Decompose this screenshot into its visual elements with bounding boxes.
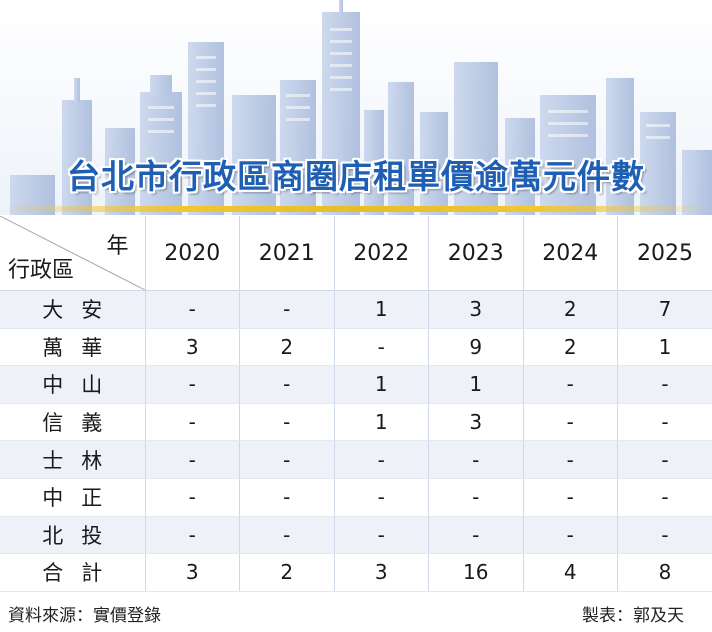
- table-cell: -: [145, 478, 240, 517]
- year-header: 2025: [617, 216, 712, 291]
- column-header-label: 年: [106, 234, 129, 259]
- table-row: 中正 - - - - - -: [0, 478, 712, 517]
- table-cell: 9: [428, 328, 524, 367]
- table-cell: -: [145, 290, 240, 329]
- table-cell: -: [523, 365, 618, 404]
- table-cell: 2: [239, 328, 335, 367]
- table-cell: 16: [428, 553, 524, 592]
- corner-header: 年 行政區: [0, 216, 146, 291]
- district-label: 中山: [0, 365, 146, 404]
- district-label: 合計: [0, 553, 146, 592]
- table-row: 萬華 3 2-9 2 1: [0, 328, 712, 367]
- header-row: 年 行政區 2020 2021 2022 2023 2024 2025: [0, 216, 712, 291]
- table-cell: 3: [428, 403, 524, 442]
- district-label: 信義: [0, 403, 146, 442]
- table-cell: -: [239, 440, 335, 479]
- table-cell: -: [145, 440, 240, 479]
- table-cell: -: [617, 365, 712, 404]
- chart-title: 台北市行政區商圈店租單價逾萬元件數: [67, 157, 645, 196]
- district-label: 中正: [0, 478, 146, 517]
- table-cell: 1: [334, 403, 429, 442]
- table-cell: 1: [334, 290, 429, 329]
- year-header: 2024: [523, 216, 618, 291]
- table-row: 合計 3 2 3 16 4 8: [0, 553, 712, 592]
- table-cell: -: [523, 440, 618, 479]
- year-header: 2022: [334, 216, 429, 291]
- table-cell: -: [239, 365, 335, 404]
- credit-note: 製表：郭及天: [582, 606, 684, 626]
- table-cell: -: [523, 516, 618, 555]
- table-cell: -: [239, 403, 335, 442]
- table-cell: 1: [617, 328, 712, 367]
- table-cell: 7: [617, 290, 712, 329]
- table-cell: 3: [334, 553, 429, 592]
- title-underline: [0, 206, 712, 212]
- table-cell: -: [239, 290, 335, 329]
- table-cell: 3: [428, 290, 524, 329]
- data-table: 年 行政區 2020 2021 2022 2023 2024 2025 大安 - -…: [0, 216, 712, 592]
- year-header: 2020: [145, 216, 240, 291]
- table-cell: -: [145, 365, 240, 404]
- table-cell: -: [239, 478, 335, 517]
- table-row: 士林 - - - - - -: [0, 440, 712, 479]
- table-cell: -: [523, 478, 618, 517]
- row-header-label: 行政區: [8, 258, 75, 283]
- district-label: 士林: [0, 440, 146, 479]
- corner-diagonal: [0, 216, 145, 290]
- table-row: 大安 - -1 3 2 7: [0, 290, 712, 329]
- table-cell: 1: [334, 365, 429, 404]
- table-cell: -: [617, 403, 712, 442]
- table-cell: 3: [145, 328, 240, 367]
- table-cell: -: [617, 516, 712, 555]
- table-cell: 2: [523, 328, 618, 367]
- table-cell: -: [334, 478, 429, 517]
- table-cell: -: [145, 403, 240, 442]
- table-row: 信義 - -1 3- -: [0, 403, 712, 442]
- year-header: 2023: [428, 216, 524, 291]
- skyline-banner: [0, 0, 712, 215]
- table-cell: 2: [239, 553, 335, 592]
- table-cell: -: [334, 440, 429, 479]
- table-cell: -: [617, 478, 712, 517]
- table-cell: -: [428, 440, 524, 479]
- table-cell: -: [523, 403, 618, 442]
- table-cell: -: [617, 440, 712, 479]
- table-cell: 2: [523, 290, 618, 329]
- table-cell: -: [334, 328, 429, 367]
- year-header: 2021: [239, 216, 335, 291]
- table-cell: 4: [523, 553, 618, 592]
- district-label: 萬華: [0, 328, 146, 367]
- district-label: 北投: [0, 516, 146, 555]
- source-note: 資料來源：實價登錄: [8, 606, 161, 626]
- district-label: 大安: [0, 290, 146, 329]
- table-cell: -: [428, 478, 524, 517]
- table-cell: -: [428, 516, 524, 555]
- table-cell: 1: [428, 365, 524, 404]
- table-row: 中山 - -1 1- -: [0, 365, 712, 404]
- table-cell: 3: [145, 553, 240, 592]
- table-row: 北投 - - - - - -: [0, 516, 712, 555]
- table-cell: -: [145, 516, 240, 555]
- table-cell: 8: [617, 553, 712, 592]
- table-cell: -: [334, 516, 429, 555]
- table-cell: -: [239, 516, 335, 555]
